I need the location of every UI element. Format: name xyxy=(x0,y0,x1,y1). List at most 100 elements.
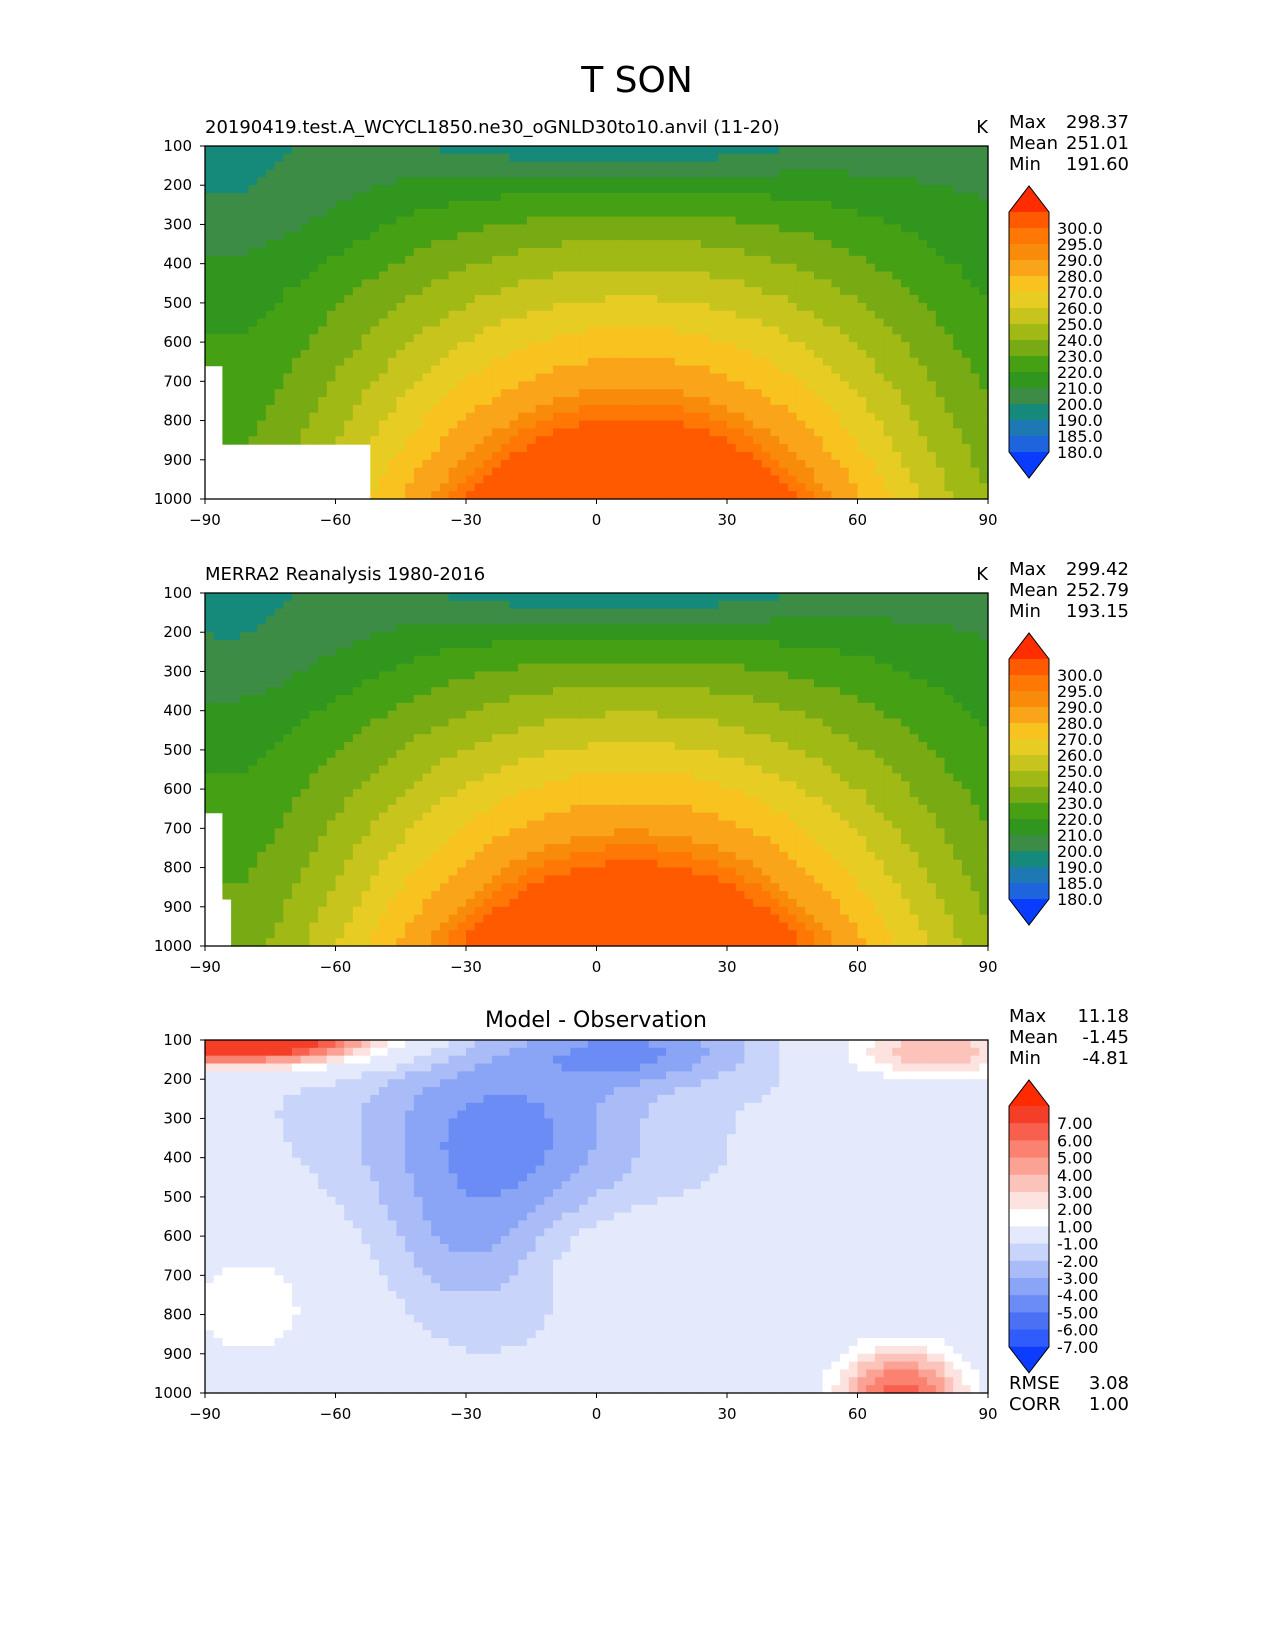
contour-cell xyxy=(439,491,450,500)
contour-cell xyxy=(526,640,537,649)
contour-cell xyxy=(944,483,954,492)
contour-cell xyxy=(300,247,310,257)
contour-cell xyxy=(457,357,467,367)
contour-cell xyxy=(274,200,284,210)
contour-cell xyxy=(213,177,223,186)
contour-cell xyxy=(970,608,980,618)
contour-cell xyxy=(422,318,432,328)
contour-cell xyxy=(352,342,363,351)
contour-cell xyxy=(866,671,876,680)
contour-cell xyxy=(405,342,415,351)
contour-cell xyxy=(631,467,641,477)
contour-cell xyxy=(292,608,302,618)
contour-cell xyxy=(613,185,624,194)
contour-cell xyxy=(674,365,685,375)
contour-cell xyxy=(805,397,815,406)
contour-cell xyxy=(544,640,554,649)
contour-cell xyxy=(927,671,937,680)
contour-cell xyxy=(483,632,493,641)
contour-cell xyxy=(231,608,241,618)
contour-cell xyxy=(526,326,537,335)
contour-cell xyxy=(848,153,859,163)
contour-cell xyxy=(205,593,215,602)
contour-cell xyxy=(379,632,389,641)
contour-cell xyxy=(553,373,563,382)
contour-cell xyxy=(657,232,667,241)
contour-cell xyxy=(596,404,606,414)
contour-cell xyxy=(796,420,806,429)
contour-cell xyxy=(544,404,554,414)
contour-cell xyxy=(935,318,946,328)
contour-cell xyxy=(257,373,267,382)
contour-cell xyxy=(840,624,850,633)
contour-cell xyxy=(222,373,232,382)
contour-cell xyxy=(292,200,302,210)
contour-cell xyxy=(292,216,302,226)
contour-cell xyxy=(544,216,554,226)
contour-cell xyxy=(405,428,415,437)
contour-cell xyxy=(840,287,850,296)
contour-cell xyxy=(674,412,685,422)
contour-cell xyxy=(648,647,658,657)
contour-cell xyxy=(718,279,728,288)
contour-cell xyxy=(413,146,424,155)
contour-cell xyxy=(544,318,554,328)
contour-cell xyxy=(500,373,511,382)
contour-cell xyxy=(944,263,954,273)
contour-cell xyxy=(700,624,711,633)
contour-cell xyxy=(579,397,589,406)
contour-cell xyxy=(692,161,702,171)
contour-cell xyxy=(457,397,467,406)
contour-cell xyxy=(874,389,885,398)
contour-cell xyxy=(370,616,380,625)
contour-cell xyxy=(344,632,354,641)
contour-cell xyxy=(457,279,467,288)
contour-cell xyxy=(257,616,267,625)
contour-cell xyxy=(344,247,354,257)
contour-cell xyxy=(335,436,345,445)
contour-cell xyxy=(831,295,841,304)
contour-cell xyxy=(848,671,859,680)
contour-cell xyxy=(744,232,754,241)
contour-cell xyxy=(779,271,789,280)
colorbar-segment xyxy=(1009,372,1049,389)
contour-cell xyxy=(257,655,267,665)
contour-cell xyxy=(622,208,632,218)
contour-cell xyxy=(474,279,484,288)
contour-cell xyxy=(866,640,876,649)
contour-cell xyxy=(231,640,241,649)
contour-cell xyxy=(796,616,806,625)
contour-cell xyxy=(518,279,528,288)
contour-cell xyxy=(361,624,371,633)
contour-cell xyxy=(700,302,711,312)
contour-cell xyxy=(892,240,902,249)
contour-cell xyxy=(901,624,911,633)
contour-cell xyxy=(344,397,354,406)
contour-cell xyxy=(352,263,363,273)
contour-cell xyxy=(857,444,867,453)
contour-cell xyxy=(831,271,841,280)
contour-cell xyxy=(961,373,972,382)
contour-cell xyxy=(718,655,728,665)
contour-cell xyxy=(422,185,432,194)
contour-cell xyxy=(379,655,389,665)
contour-cell xyxy=(309,232,319,241)
contour-cell xyxy=(213,616,223,625)
colorbar-segment xyxy=(1009,404,1049,421)
contour-cell xyxy=(979,208,989,218)
contour-cell xyxy=(509,608,519,618)
contour-cell xyxy=(335,263,345,273)
contour-cell xyxy=(300,255,310,265)
contour-cell xyxy=(466,632,476,641)
contour-cell xyxy=(431,295,441,304)
contour-cell xyxy=(379,616,389,625)
contour-cell xyxy=(344,310,354,320)
contour-cell xyxy=(831,177,841,186)
contour-cell xyxy=(396,185,406,194)
contour-cell xyxy=(413,287,424,296)
contour-cell xyxy=(796,224,806,233)
contour-cell xyxy=(213,593,223,602)
contour-cell xyxy=(935,169,946,178)
contour-cell xyxy=(874,295,885,304)
contour-cell xyxy=(805,247,815,257)
